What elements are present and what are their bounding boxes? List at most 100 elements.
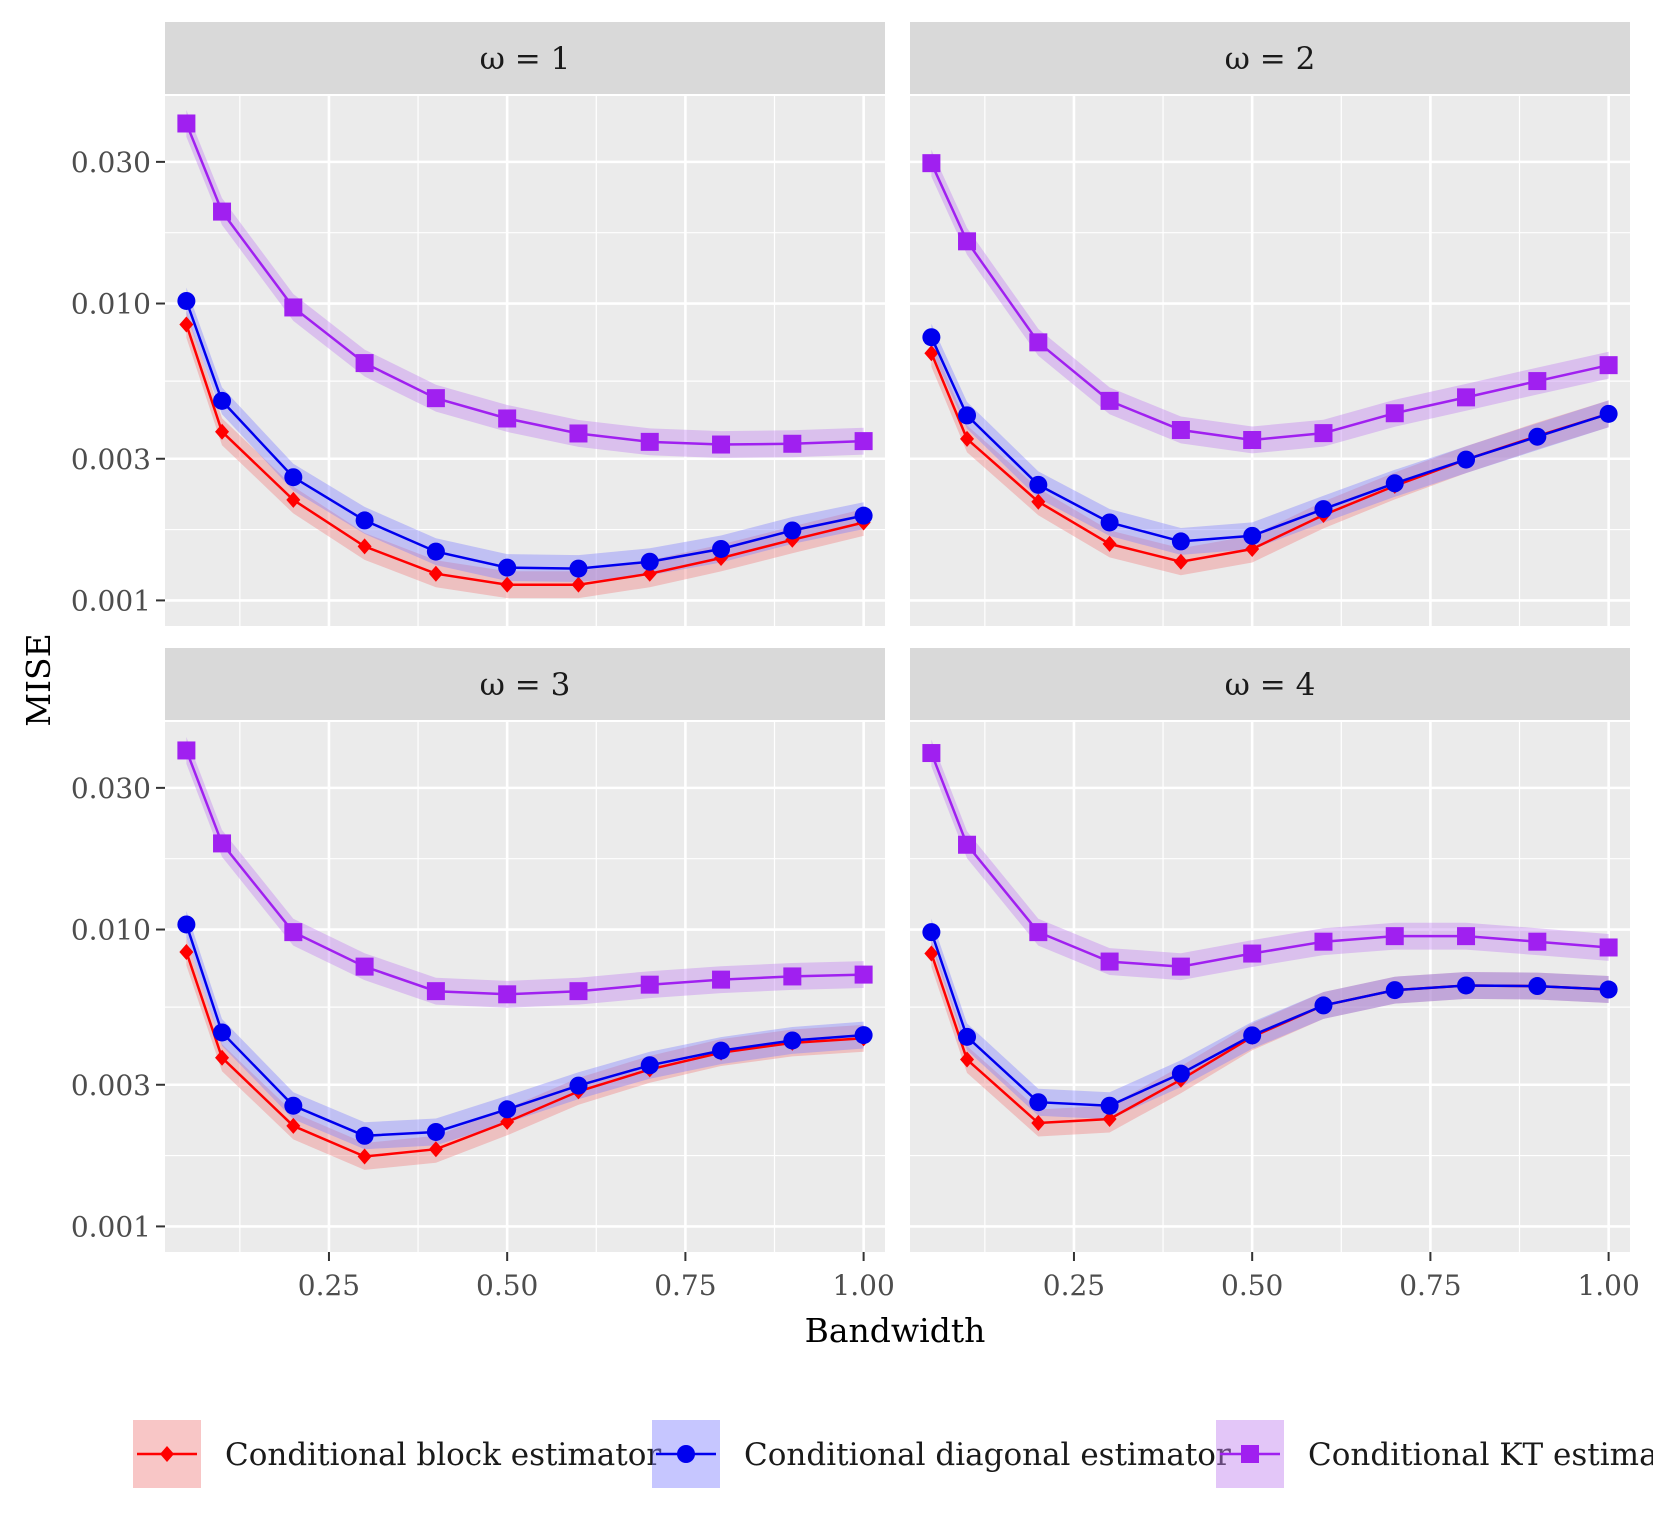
data-point [498,1100,517,1119]
data-point [428,1141,443,1158]
y-tick-label: 0.030 [71,772,151,805]
y-tick-label: 0.001 [71,584,151,617]
data-point [1031,1115,1046,1132]
data-point [213,391,232,410]
y-tick-label: 0.010 [71,914,151,947]
data-point [1243,526,1262,545]
facet-strip-label: ω = 4 [1225,667,1316,703]
data-point [1314,996,1333,1015]
data-point [922,744,941,763]
data-point [1599,938,1618,957]
data-point [179,316,194,333]
data-point [712,435,731,454]
data-point [1029,1093,1048,1112]
confidence-band [186,911,864,1150]
data-point [712,1041,731,1060]
data-point [213,202,232,221]
data-point [284,923,303,942]
data-point [213,1023,232,1042]
data-point [1385,404,1404,423]
data-point [1599,404,1618,423]
panel-background [165,722,885,1252]
x-tick-label: 0.75 [1399,1269,1461,1302]
data-point [1385,927,1404,946]
confidence-band [186,287,864,582]
legend-label: Conditional KT estimator [1308,1437,1653,1473]
legend-key-marker [160,1446,174,1462]
data-point [177,915,196,934]
data-point [1029,333,1048,352]
data-point [1599,980,1618,999]
data-point [854,965,873,984]
data-point [958,232,977,251]
data-point [922,328,941,347]
data-point [284,1096,303,1115]
facet-panel: ω = 2 [910,22,1630,626]
y-tick-label: 0.030 [71,146,151,179]
x-tick-label: 0.50 [1221,1269,1283,1302]
data-point [1457,976,1476,995]
x-tick-label: 0.75 [654,1269,716,1302]
data-point [1243,944,1262,963]
data-point [1243,1026,1262,1045]
data-point [286,491,301,508]
data-point [426,389,445,408]
data-point [1171,420,1190,439]
data-point [1100,391,1119,410]
legend-item: Conditional diagonal estimator [652,1420,1231,1488]
data-point [640,1056,659,1075]
facet-strip [165,648,885,720]
data-point [958,1027,977,1046]
data-point [1029,475,1048,494]
confidence-band [931,940,1609,1137]
data-point [1528,372,1547,391]
legend-item: Conditional block estimator [133,1420,661,1488]
data-point [498,409,517,428]
data-point [922,923,941,942]
facet-panels: ω = 1 ω = 2 ω = 3 ω = 4 [165,22,1630,1252]
data-point [924,345,939,362]
data-point [1314,500,1333,519]
data-point [958,835,977,854]
data-point [1314,932,1333,951]
x-tick-label: 0.50 [476,1269,538,1302]
facet-panel: ω = 3 [165,648,885,1252]
y-tick-label: 0.010 [71,288,151,321]
data-point [426,982,445,1001]
data-point [1102,1111,1117,1128]
data-point [1100,513,1119,532]
data-point [1385,474,1404,493]
data-point [960,430,975,447]
legend-item: Conditional KT estimator [1216,1420,1653,1488]
data-point [569,982,588,1001]
data-point [179,944,194,961]
data-point [500,1113,515,1130]
facet-strip-label: ω = 1 [480,41,571,77]
y-tick-label: 0.003 [71,1069,151,1102]
data-point [355,1126,374,1145]
data-point [924,945,939,962]
legend: Conditional block estimator Conditional d… [133,1420,1653,1488]
facet-strip [910,648,1630,720]
facet-panel: ω = 4 [910,648,1630,1252]
data-point [1528,932,1547,951]
data-point [640,432,659,451]
data-point [1457,450,1476,469]
y-axis-title: MISE [19,633,58,727]
data-point [1457,927,1476,946]
data-point [1528,977,1547,996]
data-point [426,542,445,561]
facet-strip-label: ω = 2 [1225,41,1316,77]
data-point [215,1049,230,1066]
data-point [1171,1064,1190,1083]
facet-strip-label: ω = 3 [480,667,571,703]
data-point [1457,388,1476,407]
data-point [213,834,232,853]
data-point [1385,981,1404,1000]
data-point [1528,427,1547,446]
data-point [177,114,196,133]
data-point [1171,532,1190,551]
data-point [783,521,802,540]
data-point [284,468,303,487]
data-point [355,511,374,530]
